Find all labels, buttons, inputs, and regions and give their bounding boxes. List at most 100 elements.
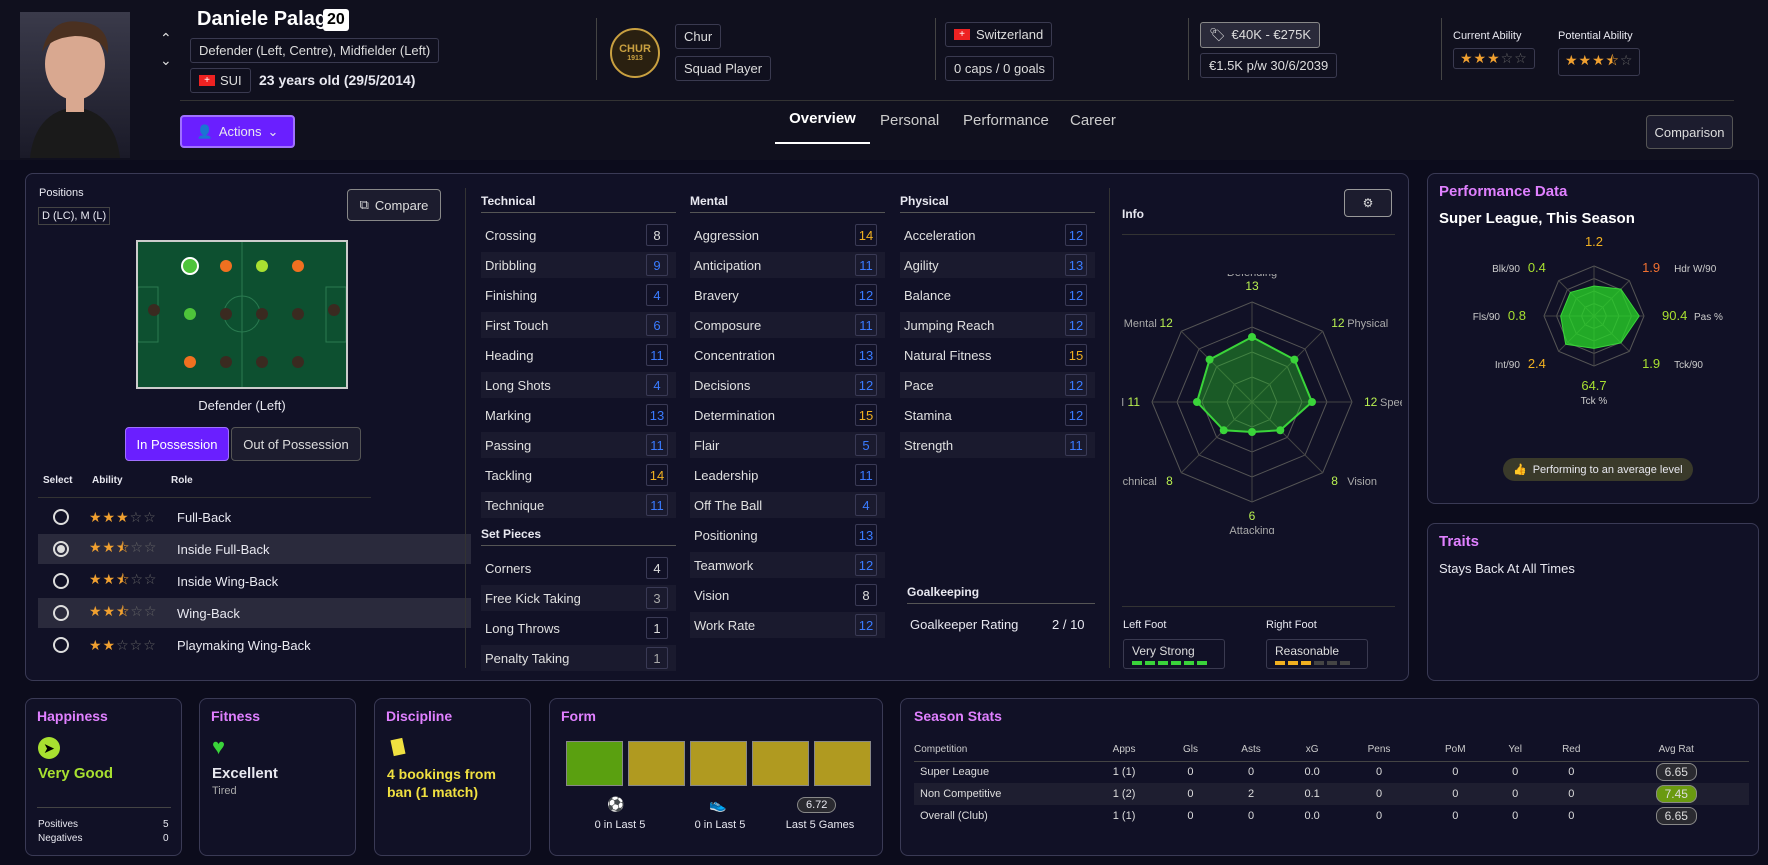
col-header[interactable]: xG	[1285, 739, 1339, 762]
table-cell: 0	[1512, 766, 1519, 779]
role-stars: ★★☆☆☆	[89, 636, 157, 653]
attribute-row[interactable]: Composure 11	[690, 312, 885, 338]
attribute-row[interactable]: Dribbling 9	[481, 252, 676, 278]
table-cell: 0	[1452, 766, 1459, 779]
right-foot-chip: Reasonable	[1266, 639, 1368, 669]
col-header[interactable]: Apps	[1084, 739, 1165, 762]
club-logo-icon[interactable]: CHUR 1913	[610, 28, 660, 78]
role-radio[interactable]	[53, 605, 69, 621]
attribute-row[interactable]: Agility 13	[900, 252, 1095, 278]
attribute-row[interactable]: Balance 12	[900, 282, 1095, 308]
col-header[interactable]: Avg Rat	[1603, 739, 1749, 762]
goalkeeper-rating-label: Goalkeeper Rating	[910, 617, 1019, 632]
club-name[interactable]: Chur	[675, 24, 722, 49]
positives-label: Positives	[38, 819, 79, 830]
attribute-row[interactable]: Determination 15	[690, 402, 885, 428]
attribute-row[interactable]: Penalty Taking 1	[481, 645, 676, 671]
comparison-button[interactable]: Comparison	[1646, 115, 1733, 149]
col-header[interactable]: Asts	[1216, 739, 1286, 762]
attribute-row[interactable]: Work Rate 12	[690, 612, 885, 638]
foot-bar-segment	[1197, 661, 1207, 665]
role-radio[interactable]	[53, 509, 69, 525]
attribute-row[interactable]: Technique 11	[481, 492, 676, 518]
discipline-title: Discipline	[386, 708, 453, 724]
attribute-row[interactable]: Crossing 8	[481, 222, 676, 248]
role-row[interactable]: ★★★☆☆ Full-Back	[38, 502, 471, 532]
role-row[interactable]: ★★⯪☆☆ Inside Wing-Back	[38, 566, 471, 596]
attribute-row[interactable]: Off The Ball 4	[690, 492, 885, 518]
attribute-row[interactable]: Natural Fitness 15	[900, 342, 1095, 368]
attribute-row[interactable]: First Touch 6	[481, 312, 676, 338]
col-header[interactable]: Gls	[1164, 739, 1217, 762]
col-header[interactable]: PoM	[1419, 739, 1492, 762]
col-header[interactable]: Red	[1539, 739, 1604, 762]
attribute-row[interactable]: Teamwork 12	[690, 552, 885, 578]
attribute-row[interactable]: Free Kick Taking 3	[481, 585, 676, 611]
tab-personal[interactable]: Personal	[880, 112, 940, 129]
tab-performance[interactable]: Performance	[963, 112, 1049, 129]
role-table-rule	[38, 497, 371, 498]
divider	[935, 18, 936, 80]
attribute-row[interactable]: Corners 4	[481, 555, 676, 581]
foot-bar-segment	[1301, 661, 1311, 665]
table-row[interactable]: Non Competitive 1 (2) 0 2 0.1 0 0 0 0 7.45	[914, 783, 1749, 805]
tab-overview[interactable]: Overview	[775, 110, 870, 144]
attribute-name: Balance	[904, 287, 951, 303]
fitness-title: Fitness	[211, 708, 261, 724]
radar-point	[1248, 428, 1256, 436]
attribute-row[interactable]: Heading 11	[481, 342, 676, 368]
attribute-row[interactable]: Finishing 4	[481, 282, 676, 308]
attribute-row[interactable]: Passing 11	[481, 432, 676, 458]
nationality-chip[interactable]: + Switzerland	[945, 22, 1053, 47]
col-header[interactable]: Competition	[914, 739, 1084, 762]
attribute-row[interactable]: Strength 11	[900, 432, 1095, 458]
actions-button[interactable]: 👤 Actions ⌄	[180, 115, 295, 148]
role-radio[interactable]	[53, 637, 69, 653]
attribute-row[interactable]: Vision 8	[690, 582, 885, 608]
radar-axis-value: 12	[1331, 316, 1345, 330]
prev-player-arrow[interactable]: ⌃	[160, 30, 172, 46]
in-possession-toggle[interactable]: In Possession	[125, 427, 229, 461]
attribute-row[interactable]: Flair 5	[690, 432, 885, 458]
table-row[interactable]: Overall (Club) 1 (1) 0 0 0.0 0 0 0 0 6.65	[914, 805, 1749, 827]
role-row[interactable]: ★★⯪☆☆ Wing-Back	[38, 598, 471, 628]
attribute-row[interactable]: Tackling 14	[481, 462, 676, 488]
attribute-row[interactable]: Decisions 12	[690, 372, 885, 398]
user-icon: 👤	[196, 123, 213, 139]
col-header[interactable]: Yel	[1491, 739, 1539, 762]
attribute-value: 12	[855, 374, 877, 396]
role-radio[interactable]	[53, 541, 69, 557]
foot-bar-segment	[1288, 661, 1298, 665]
table-row[interactable]: Super League 1 (1) 0 0 0.0 0 0 0 0 6.65	[914, 761, 1749, 783]
attribute-row[interactable]: Concentration 13	[690, 342, 885, 368]
role-row[interactable]: ★★⯪☆☆ Inside Full-Back	[38, 534, 471, 564]
attribute-row[interactable]: Bravery 12	[690, 282, 885, 308]
perf-axis-value: 1.2	[1585, 236, 1603, 249]
tab-career[interactable]: Career	[1070, 112, 1116, 129]
table-cell: 0	[1375, 766, 1383, 779]
header-rule	[180, 100, 1734, 101]
next-player-arrow[interactable]: ⌄	[160, 52, 172, 68]
role-radio[interactable]	[53, 573, 69, 589]
out-possession-toggle[interactable]: Out of Possession	[231, 427, 361, 461]
attribute-row[interactable]: Anticipation 11	[690, 252, 885, 278]
attribute-row[interactable]: Acceleration 12	[900, 222, 1095, 248]
col-header[interactable]: Pens	[1338, 739, 1420, 762]
compare-button[interactable]: ⧉ Compare	[347, 189, 441, 221]
attribute-row[interactable]: Aggression 14	[690, 222, 885, 248]
mental-title: Mental	[690, 194, 885, 213]
attribute-row[interactable]: Pace 12	[900, 372, 1095, 398]
attribute-row[interactable]: Stamina 12	[900, 402, 1095, 428]
attribute-row[interactable]: Marking 13	[481, 402, 676, 428]
attribute-row[interactable]: Positioning 13	[690, 522, 885, 548]
attribute-row[interactable]: Jumping Reach 12	[900, 312, 1095, 338]
role-row[interactable]: ★★☆☆☆ Playmaking Wing-Back	[38, 630, 471, 660]
attribute-name: Long Shots	[485, 377, 551, 393]
attribute-row[interactable]: Long Shots 4	[481, 372, 676, 398]
attribute-row[interactable]: Long Throws 1	[481, 615, 676, 641]
info-settings-button[interactable]: ⚙	[1344, 189, 1392, 217]
form-box	[752, 741, 809, 786]
attribute-row[interactable]: Leadership 11	[690, 462, 885, 488]
player-photo	[20, 12, 130, 158]
